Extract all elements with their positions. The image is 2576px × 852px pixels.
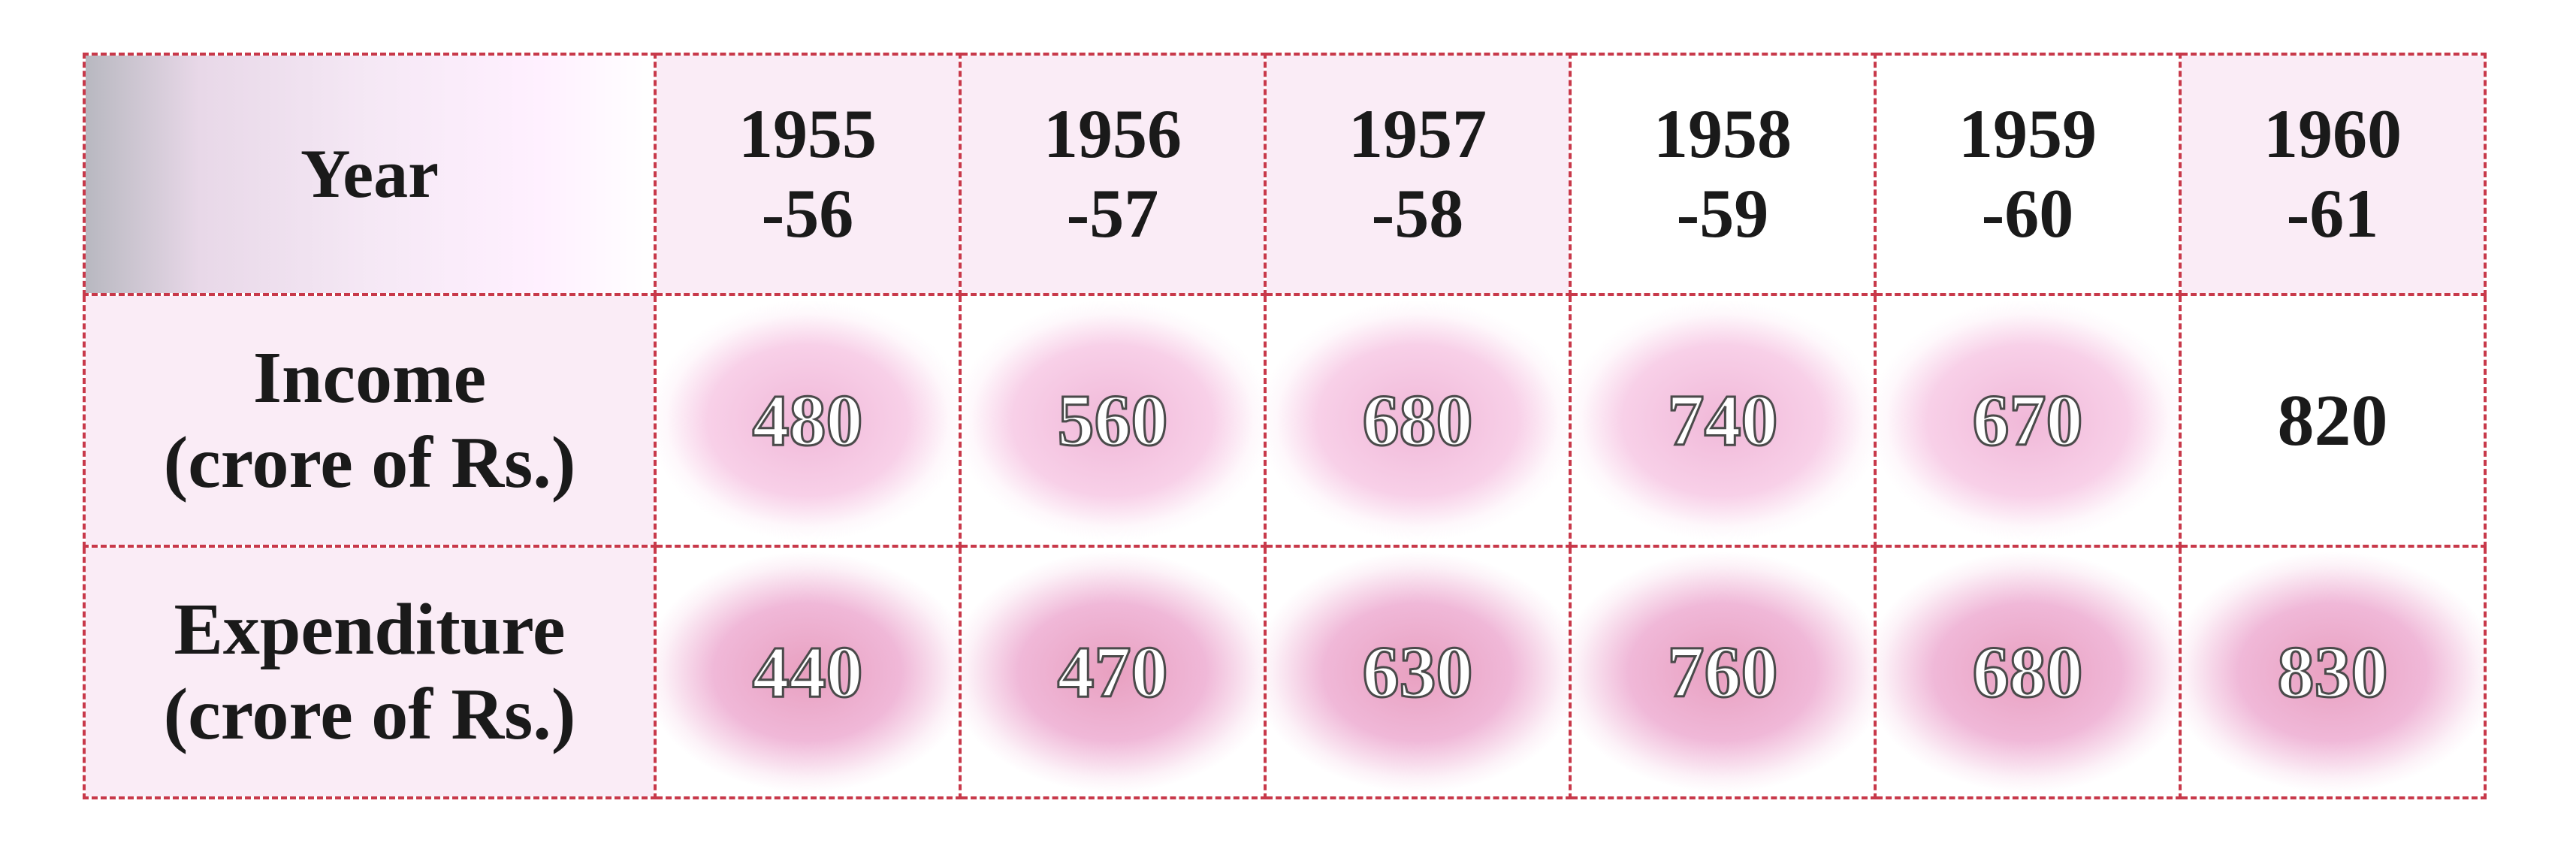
expenditure-value: 680 [1973, 632, 2083, 713]
income-value: 480 [753, 380, 863, 461]
income-value: 820 [2278, 380, 2388, 461]
year-bottom: -61 [2189, 174, 2476, 254]
expenditure-label-line1: Expenditure [93, 588, 646, 672]
year-col-2: 1957 -58 [1265, 54, 1570, 295]
year-bottom: -60 [1884, 174, 2171, 254]
year-bottom: -59 [1579, 174, 1866, 254]
year-bottom: -56 [664, 174, 951, 254]
year-bottom: -58 [1274, 174, 1561, 254]
income-value: 680 [1363, 380, 1473, 461]
year-top: 1958 [1579, 95, 1866, 174]
income-label-cell: Income (crore of Rs.) [84, 295, 655, 546]
expenditure-cell-3: 760 [1570, 546, 1875, 798]
expenditure-cell-4: 680 [1875, 546, 2180, 798]
income-label-line2: (crore of Rs.) [93, 421, 646, 506]
year-bottom: -57 [969, 174, 1256, 254]
income-expenditure-table: Year 1955 -56 1956 -57 1957 -58 1958 -59… [83, 53, 2487, 799]
expenditure-label-line2: (crore of Rs.) [93, 672, 646, 757]
table-header-row: Year 1955 -56 1956 -57 1957 -58 1958 -59… [84, 54, 2485, 295]
income-cell-2: 680 [1265, 295, 1570, 546]
income-row: Income (crore of Rs.) 480 560 680 740 67… [84, 295, 2485, 546]
year-col-4: 1959 -60 [1875, 54, 2180, 295]
expenditure-value: 830 [2278, 632, 2388, 713]
income-value: 740 [1668, 380, 1778, 461]
expenditure-cell-5: 830 [2180, 546, 2485, 798]
income-cell-3: 740 [1570, 295, 1875, 546]
expenditure-value: 440 [753, 632, 863, 713]
income-cell-5: 820 [2180, 295, 2485, 546]
year-col-5: 1960 -61 [2180, 54, 2485, 295]
expenditure-cell-0: 440 [655, 546, 960, 798]
header-label: Year [300, 135, 439, 212]
data-table: Year 1955 -56 1956 -57 1957 -58 1958 -59… [83, 53, 2487, 796]
year-top: 1956 [969, 95, 1256, 174]
expenditure-value: 630 [1363, 632, 1473, 713]
year-col-3: 1958 -59 [1570, 54, 1875, 295]
year-col-1: 1956 -57 [960, 54, 1265, 295]
year-top: 1955 [664, 95, 951, 174]
income-cell-4: 670 [1875, 295, 2180, 546]
expenditure-row: Expenditure (crore of Rs.) 440 470 630 7… [84, 546, 2485, 798]
expenditure-value: 470 [1058, 632, 1168, 713]
income-cell-0: 480 [655, 295, 960, 546]
expenditure-cell-1: 470 [960, 546, 1265, 798]
income-value: 560 [1058, 380, 1168, 461]
expenditure-value: 760 [1668, 632, 1778, 713]
year-col-0: 1955 -56 [655, 54, 960, 295]
income-value: 670 [1973, 380, 2083, 461]
income-label-line1: Income [93, 336, 646, 421]
year-top: 1960 [2189, 95, 2476, 174]
expenditure-cell-2: 630 [1265, 546, 1570, 798]
year-top: 1957 [1274, 95, 1561, 174]
expenditure-label-cell: Expenditure (crore of Rs.) [84, 546, 655, 798]
year-top: 1959 [1884, 95, 2171, 174]
income-cell-1: 560 [960, 295, 1265, 546]
header-label-cell: Year [84, 54, 655, 295]
